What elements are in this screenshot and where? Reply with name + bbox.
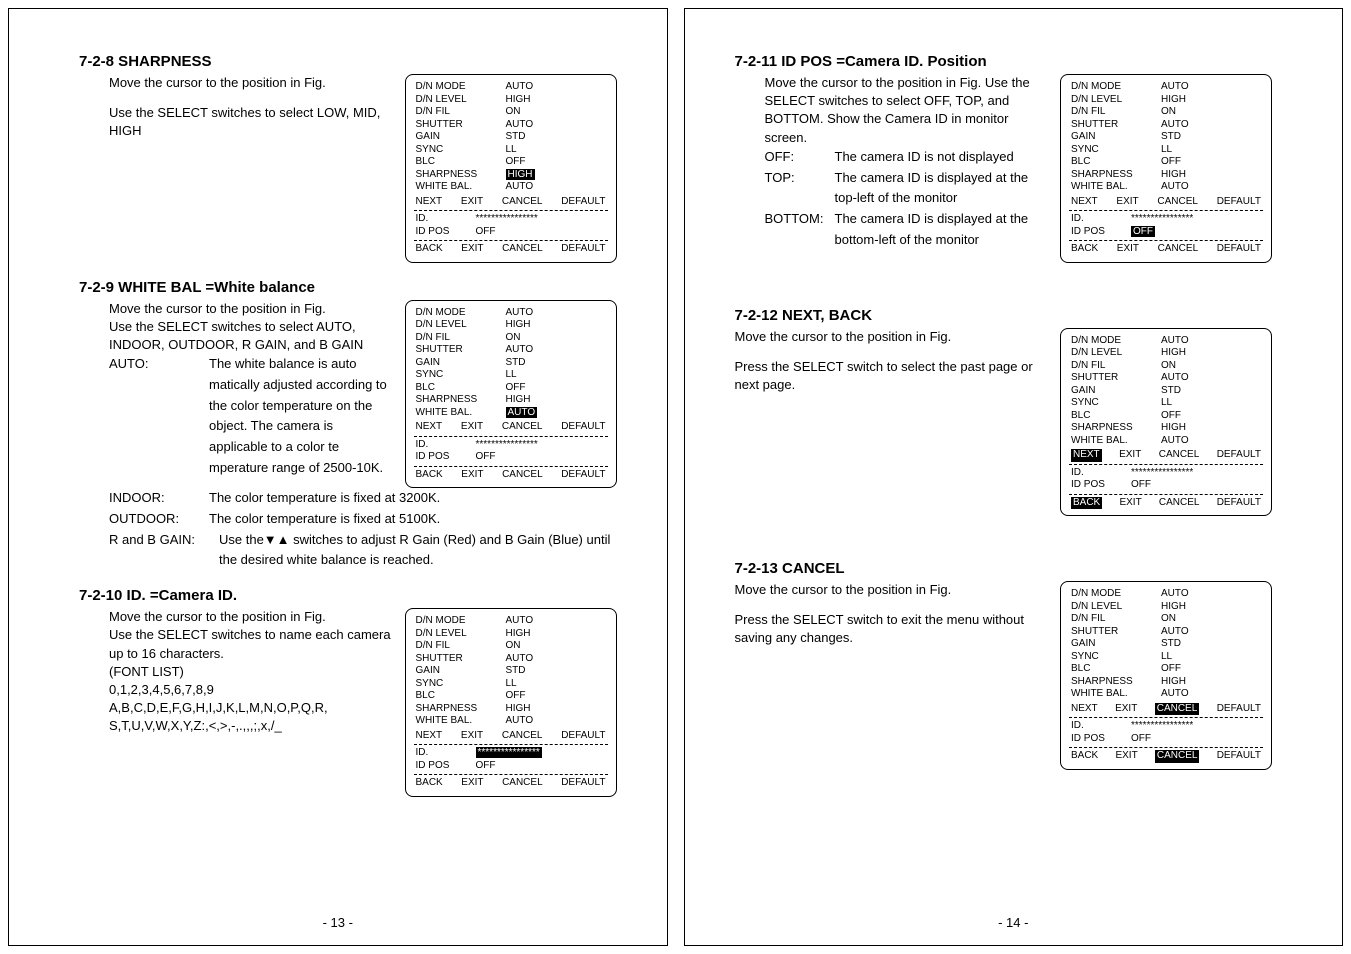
- section-7210-content: Move the cursor to the position in Fig. …: [79, 608, 617, 797]
- section-729-content: Move the cursor to the position in Fig. …: [79, 300, 617, 489]
- text: Move the cursor to the position in Fig.: [109, 74, 395, 92]
- label: AUTO:: [109, 354, 209, 479]
- text: S,T,U,V,W,X,Y,Z:,<,>,-,.,,,;,x,/_: [109, 717, 395, 735]
- text: The color temperature is fixed at 5100K.: [209, 509, 617, 530]
- text: The camera ID is displayed at the top-le…: [835, 168, 1051, 210]
- menu-box-7213: D/N MODEAUTOD/N LEVELHIGHD/N FILONSHUTTE…: [1060, 581, 1272, 770]
- label: INDOOR:: [109, 488, 209, 509]
- left-page: 7-2-8 SHARPNESS Move the cursor to the p…: [8, 8, 668, 946]
- section-title-729: 7-2-9 WHITE BAL =White balance: [79, 279, 617, 296]
- right-page: 7-2-11 ID POS =Camera ID. Position Move …: [684, 8, 1344, 946]
- page-number: - 13 -: [323, 915, 353, 930]
- section-728-content: Move the cursor to the position in Fig. …: [79, 74, 617, 263]
- menu-box-728: D/N MODEAUTOD/N LEVELHIGHD/N FILONSHUTTE…: [405, 74, 617, 263]
- text: The camera ID is displayed at the bottom…: [835, 209, 1051, 251]
- section-title-7213: 7-2-13 CANCEL: [735, 560, 1273, 577]
- text: Press the SELECT switch to exit the menu…: [735, 611, 1051, 647]
- section-7211-content: Move the cursor to the position in Fig. …: [735, 74, 1273, 263]
- label: R and B GAIN:: [109, 530, 219, 572]
- text: Move the cursor to the position in Fig.: [109, 608, 395, 626]
- text: The color temperature is fixed at 3200K.: [209, 488, 617, 509]
- text: Use the SELECT switches to select AUTO, …: [109, 318, 395, 354]
- text: (FONT LIST): [109, 663, 395, 681]
- text: A,B,C,D,E,F,G,H,I,J,K,L,M,N,O,P,Q,R,: [109, 699, 395, 717]
- section-title-728: 7-2-8 SHARPNESS: [79, 53, 617, 70]
- text: Move the cursor to the position in Fig.: [109, 300, 395, 318]
- text: The camera ID is not displayed: [835, 147, 1051, 168]
- section-title-7211: 7-2-11 ID POS =Camera ID. Position: [735, 53, 1273, 70]
- text: Move the cursor to the position in Fig.: [735, 328, 1051, 346]
- text: 0,1,2,3,4,5,6,7,8,9: [109, 681, 395, 699]
- menu-box-7212: D/N MODEAUTOD/N LEVELHIGHD/N FILONSHUTTE…: [1060, 328, 1272, 517]
- text: Use the SELECT switches to name each cam…: [109, 626, 395, 662]
- section-title-7210: 7-2-10 ID. =Camera ID.: [79, 587, 617, 604]
- section-7213-content: Move the cursor to the position in Fig. …: [735, 581, 1273, 770]
- text: Move the cursor to the position in Fig.: [735, 581, 1051, 599]
- page-number: - 14 -: [998, 915, 1028, 930]
- text: Press the SELECT switch to select the pa…: [735, 358, 1051, 394]
- text: The white balance is auto matically adju…: [209, 354, 395, 479]
- text: Move the cursor to the position in Fig. …: [765, 74, 1051, 147]
- label: BOTTOM:: [765, 209, 835, 251]
- label: TOP:: [765, 168, 835, 210]
- label: OFF:: [765, 147, 835, 168]
- menu-box-7211: D/N MODEAUTOD/N LEVELHIGHD/N FILONSHUTTE…: [1060, 74, 1272, 263]
- menu-box-7210: D/N MODEAUTOD/N LEVELHIGHD/N FILONSHUTTE…: [405, 608, 617, 797]
- text: Use the SELECT switches to select LOW, M…: [109, 104, 395, 140]
- label: OUTDOOR:: [109, 509, 209, 530]
- section-title-7212: 7-2-12 NEXT, BACK: [735, 307, 1273, 324]
- section-7212-content: Move the cursor to the position in Fig. …: [735, 328, 1273, 517]
- menu-box-729: D/N MODEAUTOD/N LEVELHIGHD/N FILONSHUTTE…: [405, 300, 617, 489]
- page-container: 7-2-8 SHARPNESS Move the cursor to the p…: [0, 0, 1351, 954]
- text: Use the▼▲ switches to adjust R Gain (Red…: [219, 530, 617, 572]
